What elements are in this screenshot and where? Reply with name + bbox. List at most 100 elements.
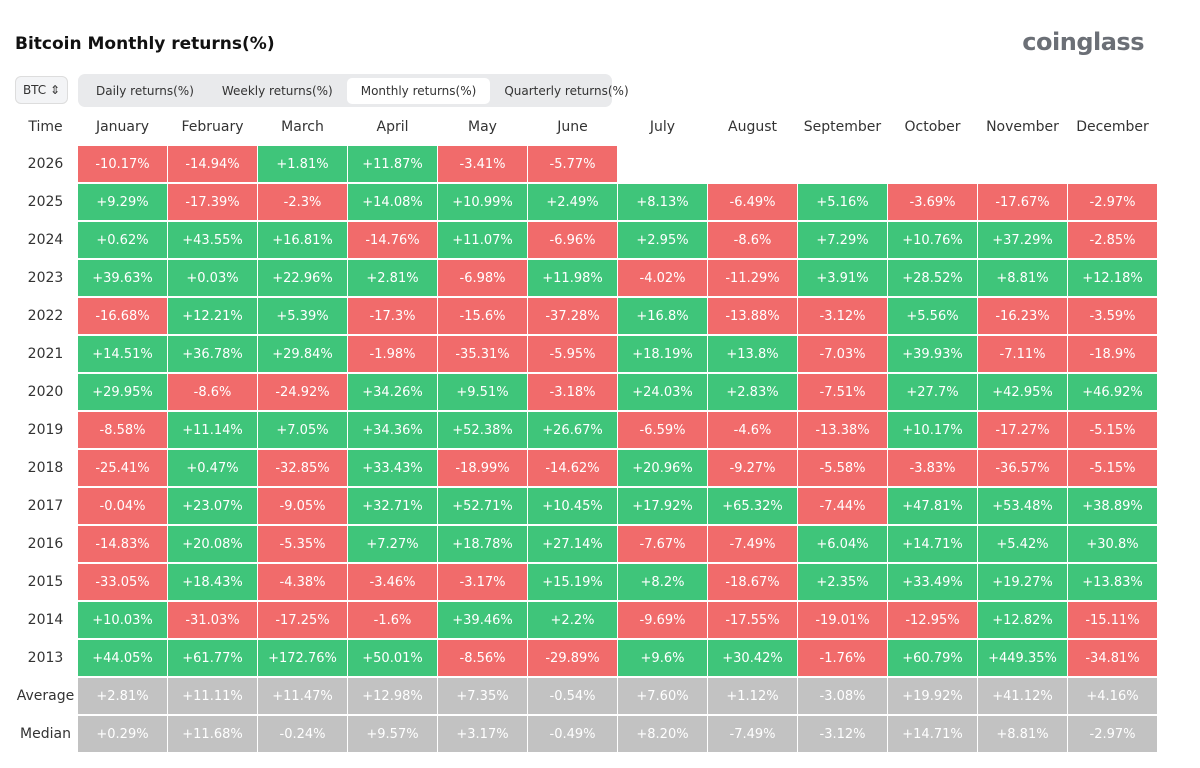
asset-label: BTC — [22, 83, 47, 97]
summary-cell: +7.35% — [438, 678, 527, 714]
tab[interactable]: Monthly returns(%) — [346, 77, 491, 104]
return-cell: +2.81% — [348, 260, 437, 296]
return-cell: +11.14% — [168, 412, 257, 448]
return-cell: -15.6% — [438, 298, 527, 334]
return-cell: +6.04% — [798, 526, 887, 562]
return-cell: +449.35% — [978, 640, 1067, 676]
return-cell: -34.81% — [1068, 640, 1157, 676]
summary-cell: -2.97% — [1068, 716, 1157, 752]
return-cell: +26.67% — [528, 412, 617, 448]
row-label: Average — [16, 688, 75, 704]
summary-cell: +11.11% — [168, 678, 257, 714]
return-cell: +12.18% — [1068, 260, 1157, 296]
return-cell: +9.6% — [618, 640, 707, 676]
row-label: Median — [20, 726, 71, 742]
row-label: 2018 — [27, 460, 64, 476]
return-cell: +8.2% — [618, 564, 707, 600]
return-cell: +5.39% — [258, 298, 347, 334]
return-cell: +5.42% — [978, 526, 1067, 562]
return-cell: +34.36% — [348, 412, 437, 448]
return-cell: +47.81% — [888, 488, 977, 524]
return-cell: +12.21% — [168, 298, 257, 334]
return-cell: -7.11% — [978, 336, 1067, 372]
return-cell: -16.23% — [978, 298, 1067, 334]
column-header: February — [181, 119, 244, 135]
return-cell: +3.91% — [798, 260, 887, 296]
return-cell: +32.71% — [348, 488, 437, 524]
return-cell: -6.98% — [438, 260, 527, 296]
return-cell: +9.51% — [438, 374, 527, 410]
return-cell: +11.07% — [438, 222, 527, 258]
tab-bar: Daily returns(%) Weekly returns(%) Monthly… — [78, 74, 629, 107]
column-header: January — [95, 119, 150, 135]
return-cell: +37.29% — [978, 222, 1067, 258]
summary-cell: +12.98% — [348, 678, 437, 714]
return-cell: +2.49% — [528, 184, 617, 220]
tab[interactable]: Weekly returns(%) — [221, 83, 333, 98]
return-cell: -17.39% — [168, 184, 257, 220]
return-cell: -15.11% — [1068, 602, 1157, 638]
summary-cell: +3.17% — [438, 716, 527, 752]
return-cell: -12.95% — [888, 602, 977, 638]
return-cell: +13.8% — [708, 336, 797, 372]
summary-cell: -7.49% — [708, 716, 797, 752]
return-cell: +34.26% — [348, 374, 437, 410]
return-cell: -5.15% — [1068, 450, 1157, 486]
return-cell: -2.3% — [258, 184, 347, 220]
return-cell: +18.19% — [618, 336, 707, 372]
tab[interactable]: Quarterly returns(%) — [504, 83, 629, 98]
return-cell: +7.27% — [348, 526, 437, 562]
return-cell: +172.76% — [258, 640, 347, 676]
return-cell: -17.55% — [708, 602, 797, 638]
return-cell: +24.03% — [618, 374, 707, 410]
row-label: 2014 — [27, 612, 64, 628]
summary-cell: -3.12% — [798, 716, 887, 752]
logo: coinglass — [1022, 28, 1144, 56]
return-cell: +5.56% — [888, 298, 977, 334]
return-cell: +2.2% — [528, 602, 617, 638]
return-cell: -5.95% — [528, 336, 617, 372]
return-cell: -9.69% — [618, 602, 707, 638]
row-label: 2022 — [27, 308, 64, 324]
return-cell: -4.02% — [618, 260, 707, 296]
return-cell: +12.82% — [978, 602, 1067, 638]
summary-cell: +2.81% — [78, 678, 167, 714]
column-header: June — [557, 119, 588, 135]
return-cell: -6.49% — [708, 184, 797, 220]
return-cell: +8.81% — [978, 260, 1067, 296]
return-cell: +18.78% — [438, 526, 527, 562]
return-cell: -3.12% — [798, 298, 887, 334]
return-cell: +8.13% — [618, 184, 707, 220]
return-cell: -36.57% — [978, 450, 1067, 486]
return-cell: -10.17% — [78, 146, 167, 182]
return-cell: -8.6% — [708, 222, 797, 258]
tab[interactable]: Daily returns(%) — [96, 83, 194, 98]
return-cell: +20.08% — [168, 526, 257, 562]
return-cell: -17.67% — [978, 184, 1067, 220]
row-label: 2026 — [27, 156, 64, 172]
return-cell: -6.59% — [618, 412, 707, 448]
return-cell: -3.46% — [348, 564, 437, 600]
return-cell: -17.27% — [978, 412, 1067, 448]
summary-cell: +8.20% — [618, 716, 707, 752]
return-cell: +27.7% — [888, 374, 977, 410]
asset-selector[interactable]: BTC ⇕ — [15, 76, 68, 104]
column-header: April — [376, 119, 409, 135]
return-cell: -24.92% — [258, 374, 347, 410]
return-cell: -3.17% — [438, 564, 527, 600]
return-cell: -9.05% — [258, 488, 347, 524]
return-cell: +14.51% — [78, 336, 167, 372]
return-cell: +11.98% — [528, 260, 617, 296]
return-cell: +2.95% — [618, 222, 707, 258]
return-cell: -8.58% — [78, 412, 167, 448]
return-cell: +29.84% — [258, 336, 347, 372]
return-cell: +15.19% — [528, 564, 617, 600]
return-cell: -7.51% — [798, 374, 887, 410]
return-cell: -9.27% — [708, 450, 797, 486]
return-cell: -3.59% — [1068, 298, 1157, 334]
return-cell: -5.58% — [798, 450, 887, 486]
return-cell: +9.29% — [78, 184, 167, 220]
return-cell: -4.6% — [708, 412, 797, 448]
return-cell: -11.29% — [708, 260, 797, 296]
